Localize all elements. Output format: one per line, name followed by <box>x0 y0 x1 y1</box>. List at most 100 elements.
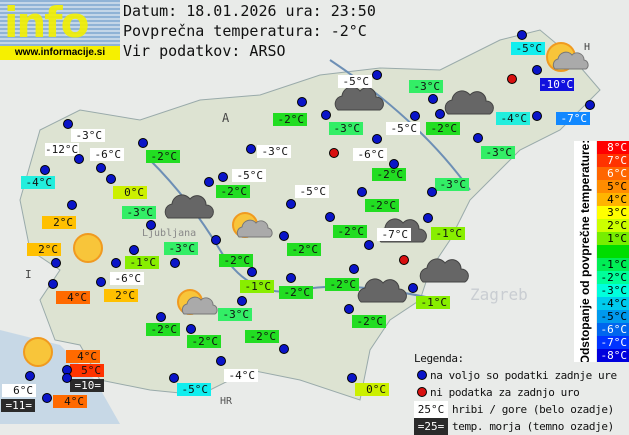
station-dot[interactable] <box>247 267 257 277</box>
station-dot[interactable] <box>410 111 420 121</box>
station-temperature: -2°C <box>287 243 321 256</box>
station-dot[interactable] <box>372 70 382 80</box>
station-dot-missing[interactable] <box>329 148 339 158</box>
station-dot[interactable] <box>321 110 331 120</box>
station-dot[interactable] <box>473 133 483 143</box>
station-temperature: -4°C <box>21 176 55 189</box>
station-dot[interactable] <box>364 240 374 250</box>
station-temperature: 4°C <box>53 395 87 408</box>
legend-missing: ni podatka za zadnjo uro <box>430 386 580 399</box>
station-dot[interactable] <box>517 30 527 40</box>
logo[interactable]: info www.informacije.si <box>0 0 120 60</box>
station-dot-missing[interactable] <box>507 74 517 84</box>
scale-title-text: Odstopanje od povprečne temperature: <box>578 141 592 362</box>
station-dot[interactable] <box>129 245 139 255</box>
station-temperature: 6°C <box>2 384 36 397</box>
station-dot-missing[interactable] <box>399 255 409 265</box>
station-dot[interactable] <box>96 277 106 287</box>
legend: Legenda: na voljo so podatki zadnje ure … <box>414 350 617 435</box>
station-temperature: -2°C <box>146 323 180 336</box>
station-dot[interactable] <box>585 100 595 110</box>
station-dot[interactable] <box>325 212 335 222</box>
red-dot-icon <box>417 387 427 397</box>
station-dot[interactable] <box>344 304 354 314</box>
station-dot[interactable] <box>96 163 106 173</box>
station-dot[interactable] <box>40 165 50 175</box>
cloud-icon <box>444 90 494 115</box>
station-dot[interactable] <box>297 97 307 107</box>
station-dot[interactable] <box>279 231 289 241</box>
station-dot[interactable] <box>169 373 179 383</box>
sea-sample: =25= <box>414 418 448 435</box>
scale-step: -6°C <box>597 323 629 336</box>
data-source: Vir podatkov: ARSO <box>123 42 286 60</box>
cloud-icon <box>334 86 384 111</box>
station-dot[interactable] <box>25 371 35 381</box>
station-dot[interactable] <box>532 111 542 121</box>
station-dot[interactable] <box>170 258 180 268</box>
station-dot[interactable] <box>237 296 247 306</box>
station-dot[interactable] <box>42 393 52 403</box>
station-temperature: -2°C <box>219 254 253 267</box>
station-temperature: -3°C <box>164 242 198 255</box>
station-dot[interactable] <box>372 134 382 144</box>
legend-sea: temp. morja (temno ozadje) <box>452 420 614 433</box>
station-dot[interactable] <box>435 109 445 119</box>
station-temperature: -5°C <box>177 383 211 396</box>
station-dot[interactable] <box>408 283 418 293</box>
station-dot[interactable] <box>156 312 166 322</box>
station-dot[interactable] <box>186 324 196 334</box>
station-dot[interactable] <box>67 200 77 210</box>
station-dot[interactable] <box>349 264 359 274</box>
station-temperature: -1°C <box>125 256 159 269</box>
map-label-ljubljana: Ljubljana <box>142 228 196 239</box>
station-temperature: -2°C <box>325 278 359 291</box>
station-dot[interactable] <box>138 138 148 148</box>
station-dot[interactable] <box>286 199 296 209</box>
station-dot[interactable] <box>106 174 116 184</box>
station-dot[interactable] <box>111 258 121 268</box>
station-dot[interactable] <box>74 154 84 164</box>
deviation-scale: 8°C 7°C 6°C 5°C 4°C 3°C 2°C 1°C -1°C -2°C -3°C -4°C… <box>597 141 629 362</box>
station-dot[interactable] <box>51 258 61 268</box>
station-dot[interactable] <box>204 177 214 187</box>
scale-step: -2°C <box>597 271 629 284</box>
station-temperature: -2°C <box>245 330 279 343</box>
station-temperature: -2°C <box>187 335 221 348</box>
station-dot[interactable] <box>286 273 296 283</box>
station-dot[interactable] <box>63 119 73 129</box>
station-temperature: -7°C <box>377 228 411 241</box>
station-temperature: -7°C <box>556 112 590 125</box>
station-dot[interactable] <box>211 235 221 245</box>
scale-step: -8°C <box>597 349 629 362</box>
scale-step: 5°C <box>597 180 629 193</box>
station-dot[interactable] <box>423 213 433 223</box>
map-label-zagreb: Zagreb <box>470 285 528 304</box>
scale-step: -1°C <box>597 258 629 271</box>
station-dot[interactable] <box>389 159 399 169</box>
station-temperature: -3°C <box>329 122 363 135</box>
station-dot[interactable] <box>48 279 58 289</box>
logo-url[interactable]: www.informacije.si <box>0 46 120 60</box>
station-dot[interactable] <box>347 373 357 383</box>
station-dot[interactable] <box>218 172 228 182</box>
sun-icon <box>23 337 53 367</box>
station-dot[interactable] <box>279 344 289 354</box>
station-dot[interactable] <box>532 65 542 75</box>
scale-step: -5°C <box>597 310 629 323</box>
station-dot[interactable] <box>246 144 256 154</box>
station-dot[interactable] <box>62 373 72 383</box>
station-dot[interactable] <box>216 356 226 366</box>
sun-cloud-icon <box>546 42 589 72</box>
station-temperature: -1°C <box>431 227 465 240</box>
scale-step: 4°C <box>597 193 629 206</box>
station-dot[interactable] <box>428 94 438 104</box>
station-temperature: -2°C <box>372 168 406 181</box>
scale-step: 6°C <box>597 167 629 180</box>
legend-available: na voljo so podatki zadnje ure <box>430 369 617 382</box>
station-dot[interactable] <box>427 187 437 197</box>
station-dot[interactable] <box>357 187 367 197</box>
scale-step: -4°C <box>597 297 629 310</box>
scale-step: 7°C <box>597 154 629 167</box>
station-dot[interactable] <box>146 220 156 230</box>
